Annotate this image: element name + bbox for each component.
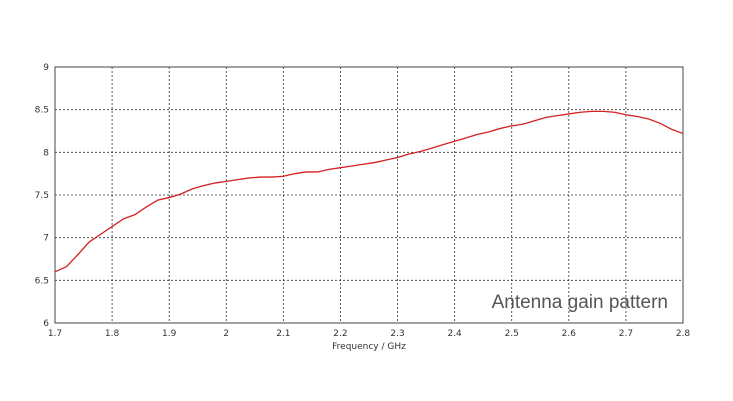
x-tick-label: 2.4 [447, 329, 462, 339]
x-axis-label: Frequency / GHz [332, 342, 406, 352]
y-tick-label: 8 [43, 148, 49, 158]
y-tick-label: 6.5 [35, 276, 49, 286]
x-tick-label: 1.8 [105, 329, 120, 339]
y-axis-ticks: 6 6.5 7 7.5 8 8.5 9 [35, 63, 50, 329]
y-tick-label: 8.5 [35, 106, 49, 116]
chart-annotation: Antenna gain pattern [492, 292, 668, 313]
x-tick-label: 2.1 [276, 329, 290, 339]
x-tick-label: 2.2 [333, 329, 347, 339]
x-tick-label: 2.5 [505, 329, 519, 339]
y-tick-label: 7.5 [35, 191, 49, 201]
x-axis-ticks: 1.7 1.8 1.9 2 2.1 2.2 2.3 2.4 2.5 2.6 2.7 2.8 [48, 329, 691, 339]
x-tick-label: 2 [223, 329, 229, 339]
grid-lines [55, 67, 683, 323]
x-tick-label: 1.9 [162, 329, 177, 339]
x-tick-label: 2.6 [562, 329, 577, 339]
plot-frame [54, 66, 684, 324]
gain-series-line [54, 110, 684, 273]
x-tick-label: 1.7 [48, 329, 62, 339]
y-tick-label: 6 [43, 319, 49, 329]
y-tick-label: 9 [43, 63, 49, 73]
x-tick-label: 2.8 [676, 329, 691, 339]
x-tick-label: 2.7 [619, 329, 633, 339]
y-tick-label: 7 [43, 234, 49, 244]
x-tick-label: 2.3 [390, 329, 404, 339]
